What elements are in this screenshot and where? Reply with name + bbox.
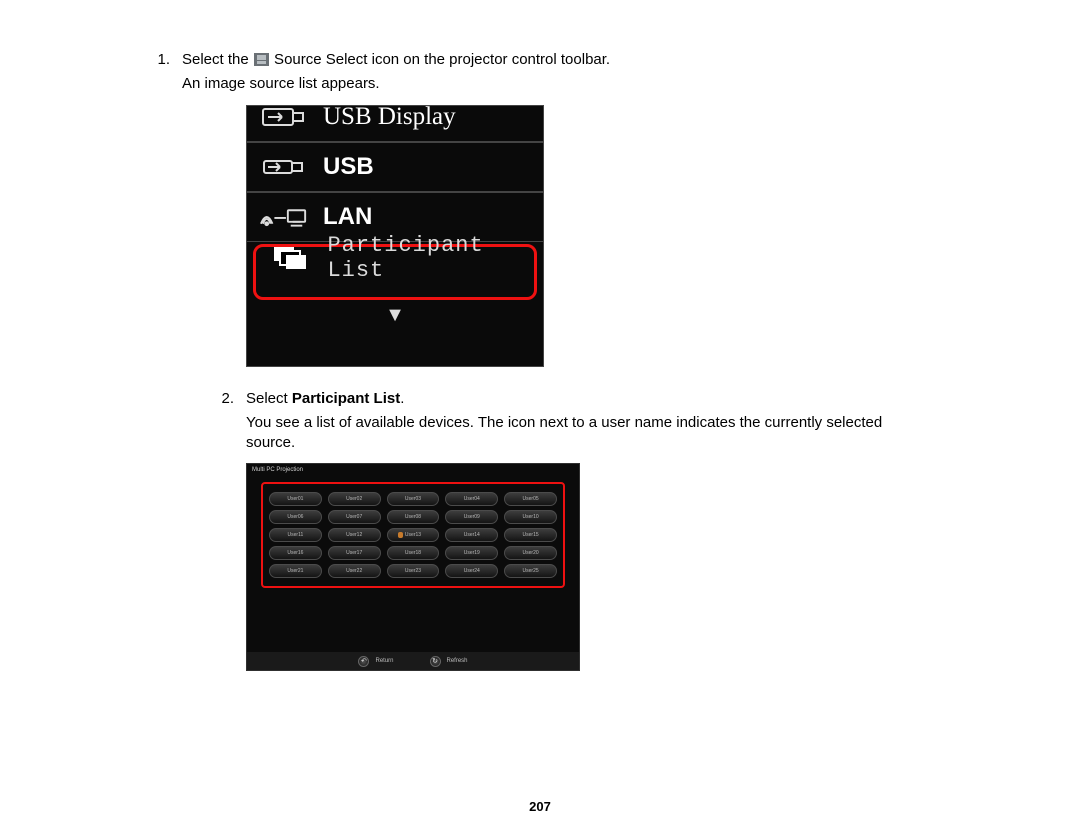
usb-icon	[259, 155, 309, 179]
menu-item-participant-list[interactable]: Participant List	[256, 233, 534, 283]
usb-display-icon	[259, 105, 309, 129]
participant-pill[interactable]: User25	[504, 564, 557, 578]
step-2-followup: You see a list of available devices. The…	[246, 413, 930, 454]
page-number: 207	[0, 799, 1080, 814]
menu-scroll-down-indicator: ▼	[247, 302, 543, 327]
step-2-bold: Participant List	[292, 390, 400, 407]
step-2-body: Select Participant List. You see a list …	[246, 389, 930, 454]
participant-pill[interactable]: User04	[445, 492, 498, 506]
menu-item-usb-display-label: USB Display	[323, 105, 456, 131]
participant-pill-label: User04	[464, 496, 480, 502]
participant-pill-label: User17	[346, 550, 362, 556]
participant-pill-label: User19	[464, 550, 480, 556]
document-page: 1. Select the Source Select icon on the …	[0, 0, 1080, 834]
menu-item-participant-highlight: Participant List	[253, 244, 537, 300]
participant-pill-label: User13	[405, 532, 421, 538]
participant-pill-label: User20	[523, 550, 539, 556]
participant-pill-label: User18	[405, 550, 421, 556]
return-button-label: Return	[375, 658, 393, 664]
refresh-button-label: Refresh	[447, 658, 468, 664]
participant-pill-label: User11	[288, 532, 304, 538]
menu-item-usb-display[interactable]: USB Display	[247, 105, 543, 142]
participant-pill[interactable]: User23	[387, 564, 440, 578]
participant-list-window-title: Multi PC Projection	[247, 464, 579, 476]
step-1: 1. Select the Source Select icon on the …	[150, 50, 930, 95]
selected-user-icon	[398, 532, 403, 538]
participant-list-icon	[268, 243, 313, 273]
step-2-number: 2.	[214, 389, 234, 454]
chevron-down-icon: ▼	[385, 304, 405, 326]
lan-icon	[259, 204, 309, 230]
participant-pill-label: User15	[523, 532, 539, 538]
participant-pill[interactable]: User13	[387, 528, 440, 542]
menu-item-usb[interactable]: USB	[247, 142, 543, 192]
participant-pill-label: User02	[346, 496, 362, 502]
participant-pill[interactable]: User11	[269, 528, 322, 542]
participant-pill-label: User21	[287, 568, 303, 574]
step-1-text-before: Select the	[182, 51, 253, 68]
refresh-button[interactable]: ↻ Refresh	[430, 656, 468, 667]
return-icon: ↶	[358, 656, 369, 667]
participant-pill[interactable]: User14	[445, 528, 498, 542]
menu-item-usb-label: USB	[323, 153, 374, 181]
participant-pill[interactable]: User17	[328, 546, 381, 560]
participant-pill[interactable]: User01	[269, 492, 322, 506]
step-2-text-before: Select	[246, 390, 292, 407]
participant-pill-label: User24	[464, 568, 480, 574]
participant-pill[interactable]: User15	[504, 528, 557, 542]
participant-pill[interactable]: User12	[328, 528, 381, 542]
participant-pill[interactable]: User07	[328, 510, 381, 524]
participant-pill[interactable]: User10	[504, 510, 557, 524]
step-1-body: Select the Source Select icon on the pro…	[182, 50, 930, 95]
participant-pill[interactable]: User02	[328, 492, 381, 506]
step-2-text-after: .	[400, 390, 404, 407]
participant-pill-label: User23	[405, 568, 421, 574]
participant-pill[interactable]: User06	[269, 510, 322, 524]
participant-pill[interactable]: User20	[504, 546, 557, 560]
participant-pill[interactable]: User16	[269, 546, 322, 560]
participant-pill-label: User16	[287, 550, 303, 556]
participant-pill-label: User03	[405, 496, 421, 502]
participant-pill-label: User12	[346, 532, 362, 538]
menu-item-participant-label: Participant List	[327, 233, 534, 283]
participant-pill-label: User10	[523, 514, 539, 520]
refresh-icon: ↻	[430, 656, 441, 667]
participant-pill-label: User06	[287, 514, 303, 520]
participant-pill-label: User22	[346, 568, 362, 574]
step-2: 2. Select Participant List. You see a li…	[214, 389, 930, 454]
participant-pill[interactable]: User19	[445, 546, 498, 560]
participant-pill[interactable]: User08	[387, 510, 440, 524]
participant-pill[interactable]: User09	[445, 510, 498, 524]
participant-pill-label: User25	[523, 568, 539, 574]
participant-pill[interactable]: User21	[269, 564, 322, 578]
participant-pill[interactable]: User24	[445, 564, 498, 578]
figure-source-select-menu: USB Display USB LAN	[246, 105, 544, 367]
participant-pill[interactable]: User22	[328, 564, 381, 578]
participant-pill-label: User05	[523, 496, 539, 502]
return-button[interactable]: ↶ Return	[358, 656, 393, 667]
participant-grid: User01 User02 User03 User04 User05 User06 User…	[269, 492, 557, 578]
step-1-followup: An image source list appears.	[182, 74, 930, 94]
participant-pill[interactable]: User18	[387, 546, 440, 560]
participant-pill-label: User01	[287, 496, 303, 502]
participant-grid-highlight: User01 User02 User03 User04 User05 User06 User…	[261, 482, 565, 588]
participant-pill-label: User07	[346, 514, 362, 520]
step-1-text-after: Source Select icon on the projector cont…	[270, 51, 610, 68]
figure-participant-list: Multi PC Projection User01User02User03Us…	[246, 463, 580, 671]
participant-pill[interactable]: User03	[387, 492, 440, 506]
participant-pill-label: User14	[464, 532, 480, 538]
step-1-number: 1.	[150, 50, 170, 95]
participant-pill-label: User08	[405, 514, 421, 520]
source-select-icon	[254, 53, 269, 66]
participant-pill[interactable]: User05	[504, 492, 557, 506]
menu-item-lan-label: LAN	[323, 203, 372, 231]
participant-bottom-bar: ↶ Return ↻ Refresh	[247, 652, 579, 670]
participant-pill-label: User09	[464, 514, 480, 520]
